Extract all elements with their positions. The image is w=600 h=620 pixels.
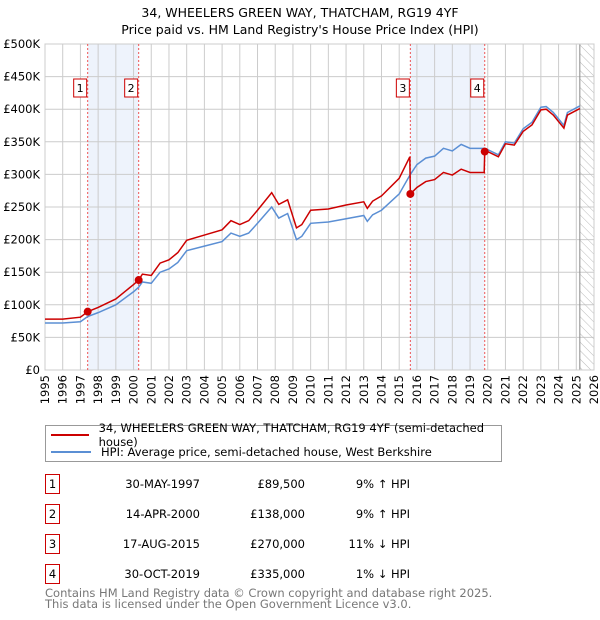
x-tick-label: 2004 (197, 375, 211, 404)
sale-number: 2 (45, 504, 60, 524)
sale-label: 3 (399, 82, 406, 95)
legend-swatch-red (51, 434, 89, 436)
forecast-hatch (579, 44, 594, 370)
x-tick-label: 1995 (38, 375, 52, 404)
x-tick-label: 2003 (180, 375, 194, 404)
y-tick-label: £250K (3, 200, 40, 214)
x-tick-label: 2021 (498, 375, 512, 404)
x-tick-label: 2009 (286, 375, 300, 404)
x-tick-label: 2017 (428, 375, 442, 404)
hpi-diff: 1% ↓ HPI (355, 567, 410, 581)
table-row: 2 14-APR-2000 £138,000 9% ↑ HPI (45, 504, 525, 524)
y-tick-label: £300K (3, 167, 40, 181)
x-tick-label: 2014 (374, 375, 388, 404)
x-tick-label: 2012 (339, 375, 353, 404)
x-tick-label: 2008 (268, 375, 282, 404)
footer: Contains HM Land Registry data © Crown c… (45, 586, 493, 611)
sale-price: £270,000 (250, 537, 305, 551)
sale-date: 30-MAY-1997 (125, 477, 200, 491)
legend-swatch-blue (51, 451, 91, 453)
y-tick-label: £500K (3, 37, 40, 51)
x-tick-label: 2023 (534, 375, 548, 404)
x-tick-label: 2018 (445, 375, 459, 404)
x-tick-label: 2016 (410, 375, 424, 404)
table-row: 1 30-MAY-1997 £89,500 9% ↑ HPI (45, 474, 525, 494)
x-tick-label: 2000 (127, 375, 141, 404)
sale-date: 30-OCT-2019 (124, 567, 200, 581)
x-tick-label: 2026 (587, 375, 600, 404)
x-tick-label: 1997 (73, 375, 87, 404)
sale-label-box (470, 78, 485, 98)
x-tick-label: 2019 (463, 375, 477, 404)
y-tick-label: £100K (3, 298, 40, 312)
x-tick-label: 2011 (321, 375, 335, 404)
sale-label-box (73, 78, 88, 98)
sale-price: £89,500 (257, 477, 305, 491)
x-tick-label: 2007 (251, 375, 265, 404)
legend-label: 34, WHEELERS GREEN WAY, THATCHAM, RG19 4… (98, 421, 485, 449)
price-chart: 1995 1996 1997 1998 1999 2000 2001 2002 2003 2004… (3, 37, 600, 404)
x-tick-label: 2001 (144, 375, 158, 404)
table-row: 4 30-OCT-2019 £335,000 1% ↓ HPI (45, 564, 525, 584)
x-tick-label: 2006 (233, 375, 247, 404)
legend: 34, WHEELERS GREEN WAY, THATCHAM, RG19 4… (45, 421, 502, 462)
sale-point (406, 189, 415, 198)
x-tick-label: 2002 (162, 375, 176, 404)
y-tick-label: £0 (25, 363, 40, 377)
x-tick-label: 2025 (569, 375, 583, 404)
sale-label: 2 (128, 82, 135, 95)
hpi-line (45, 105, 581, 324)
sale-price: £335,000 (250, 567, 305, 581)
x-tick-label: 1998 (91, 375, 105, 404)
x-tick-label: 2013 (357, 375, 371, 404)
x-tick-label: 1996 (56, 375, 70, 404)
sale-label: 1 (77, 82, 84, 95)
sale-label-box (124, 78, 139, 98)
y-tick-label: £450K (3, 70, 40, 84)
x-tick-label: 2015 (392, 375, 406, 404)
footer-line-1: Contains HM Land Registry data © Crown c… (45, 586, 493, 600)
y-tick-label: £350K (3, 135, 40, 149)
x-tick-label: 2022 (516, 375, 530, 404)
sale-date: 17-AUG-2015 (122, 537, 200, 551)
sale-number: 3 (45, 534, 60, 554)
title-line-2: Price paid vs. HM Land Registry's House … (121, 22, 479, 37)
sale-price: £138,000 (250, 507, 305, 521)
x-tick-label: 2020 (481, 375, 495, 404)
sale-label-box (395, 78, 410, 98)
sale-point (83, 307, 92, 316)
hpi-diff: 11% ↓ HPI (348, 537, 410, 551)
property-line (45, 107, 581, 320)
sale-label: 4 (474, 82, 481, 95)
chart-title: 34, WHEELERS GREEN WAY, THATCHAM, RG19 4… (0, 4, 600, 38)
sale-point (134, 276, 143, 285)
y-tick-label: £50K (11, 330, 41, 344)
y-tick-label: £200K (3, 233, 40, 247)
legend-item-property: 34, WHEELERS GREEN WAY, THATCHAM, RG19 4… (46, 421, 501, 449)
y-tick-label: £150K (3, 265, 40, 279)
table-row: 3 17-AUG-2015 £270,000 11% ↓ HPI (45, 534, 525, 554)
legend-label: HPI: Average price, semi-detached house,… (101, 445, 432, 459)
legend-item-hpi: HPI: Average price, semi-detached house,… (46, 444, 432, 460)
sale-number: 4 (45, 564, 60, 584)
x-tick-label: 2005 (215, 375, 229, 404)
sale-date: 14-APR-2000 (125, 507, 200, 521)
hpi-diff: 9% ↑ HPI (355, 507, 410, 521)
sale-number: 1 (45, 474, 60, 494)
y-tick-label: £400K (3, 102, 40, 116)
title-line-1: 34, WHEELERS GREEN WAY, THATCHAM, RG19 4… (141, 5, 459, 20)
x-tick-label: 2010 (304, 375, 318, 404)
plot-border (44, 43, 595, 371)
sale-point (480, 147, 489, 156)
hpi-diff: 9% ↑ HPI (355, 477, 410, 491)
footer-line-2: This data is licensed under the Open Gov… (45, 597, 412, 611)
x-tick-label: 2024 (552, 375, 566, 404)
x-tick-label: 1999 (109, 375, 123, 404)
